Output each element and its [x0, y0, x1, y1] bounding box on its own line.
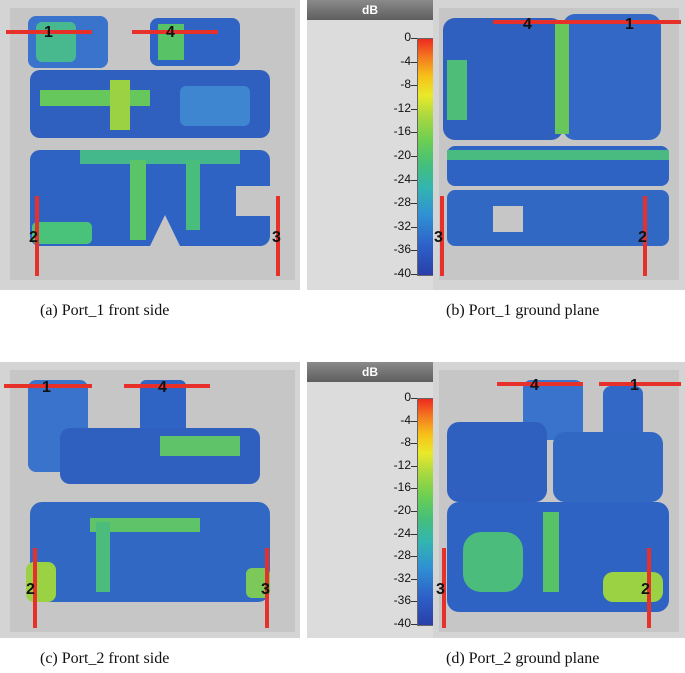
- colorbar-tick-mark: [411, 465, 417, 467]
- port-label: 1: [625, 16, 634, 33]
- colorbar-tick-label: -32: [393, 218, 411, 233]
- port-label: 4: [166, 24, 175, 41]
- colorbar-tick-mark: [411, 556, 417, 558]
- colorbar-tick-label: -32: [393, 570, 411, 585]
- colorbar-tick-label: -28: [393, 548, 411, 563]
- port-label: 3: [434, 229, 443, 246]
- colorbar-bottom: dB 0 -4 -8 -12 -16 -20 -24 -28 -32 -36 -40: [307, 362, 435, 638]
- colorbar-tick-mark: [411, 443, 417, 445]
- colorbar-tick-label: -20: [393, 503, 411, 517]
- panel-b-port1-ground: 4 1 3 2: [433, 0, 685, 290]
- colorbar-title: dB: [307, 362, 433, 382]
- port-label: 3: [261, 581, 270, 598]
- colorbar-tick-label: -40: [393, 616, 411, 630]
- port-label: 4: [158, 379, 167, 396]
- colorbar-tick-label: 0: [404, 390, 411, 404]
- colorbar-tick-label: -36: [393, 242, 411, 257]
- port-label: 2: [638, 229, 647, 246]
- colorbar-tick-label: -28: [393, 195, 411, 210]
- colorbar-tick-label: -16: [393, 124, 411, 139]
- colorbar-tick-mark: [411, 85, 417, 87]
- colorbar-tick-label: -4: [400, 53, 411, 68]
- caption-a: (a) Port_1 front side: [40, 302, 170, 319]
- colorbar-tick-label: -24: [393, 171, 411, 186]
- port-label: 2: [641, 581, 650, 598]
- colorbar-tick-label: 0: [404, 30, 411, 44]
- colorbar-tick-label: -12: [393, 100, 411, 115]
- caption-d: (d) Port_2 ground plane: [446, 650, 600, 667]
- panel-d-port2-ground: 4 1 3 2: [433, 362, 685, 638]
- port-label: 3: [272, 229, 281, 246]
- colorbar-tick-mark: [411, 250, 417, 252]
- colorbar-tick-label: -24: [393, 525, 411, 540]
- colorbar-tick-label: -12: [393, 457, 411, 472]
- colorbar-tick-label: -8: [400, 77, 411, 92]
- colorbar-tick-mark: [411, 488, 417, 490]
- colorbar-tick-mark: [411, 156, 417, 157]
- panel-c-port2-front: 1 4 2 3: [0, 362, 300, 638]
- port-label: 4: [523, 16, 532, 33]
- colorbar-tick-label: -8: [400, 435, 411, 450]
- colorbar-tick-label: -36: [393, 593, 411, 608]
- colorbar-tick-mark: [411, 533, 417, 535]
- colorbar-tick-mark: [411, 61, 417, 63]
- port-label: 1: [44, 24, 53, 41]
- colorbar-tick-mark: [411, 624, 417, 625]
- colorbar-tick-mark: [411, 38, 417, 39]
- port-label: 1: [42, 379, 51, 396]
- port-label: 2: [29, 229, 38, 246]
- colorbar-tick-mark: [411, 274, 417, 275]
- colorbar-tick-mark: [411, 226, 417, 228]
- panel-a-port1-front: 1 4 2 3: [0, 0, 300, 290]
- colorbar-tick-mark: [411, 578, 417, 580]
- caption-c: (c) Port_2 front side: [40, 650, 170, 667]
- colorbar-title: dB: [307, 0, 433, 20]
- port-label: 2: [26, 581, 35, 598]
- port-label: 3: [436, 581, 445, 598]
- colorbar-tick-mark: [411, 601, 417, 603]
- colorbar-tick-mark: [411, 108, 417, 110]
- port-label: 4: [530, 377, 539, 394]
- colorbar-tick-mark: [411, 398, 417, 399]
- colorbar-tick-mark: [411, 132, 417, 134]
- colorbar-tick-mark: [411, 511, 417, 512]
- port-label: 1: [630, 377, 639, 394]
- colorbar-tick-label: -20: [393, 148, 411, 162]
- caption-b: (b) Port_1 ground plane: [446, 302, 600, 319]
- colorbar-tick-label: -16: [393, 480, 411, 495]
- colorbar-tick-mark: [411, 420, 417, 422]
- colorbar-tick-mark: [411, 179, 417, 181]
- colorbar-tick-label: -40: [393, 266, 411, 280]
- colorbar-tick-mark: [411, 203, 417, 205]
- colorbar-top: dB 0 -4 -8 -12 -16 -20 -24 -28 -32 -36 -40: [307, 0, 435, 290]
- colorbar-tick-label: -4: [400, 412, 411, 427]
